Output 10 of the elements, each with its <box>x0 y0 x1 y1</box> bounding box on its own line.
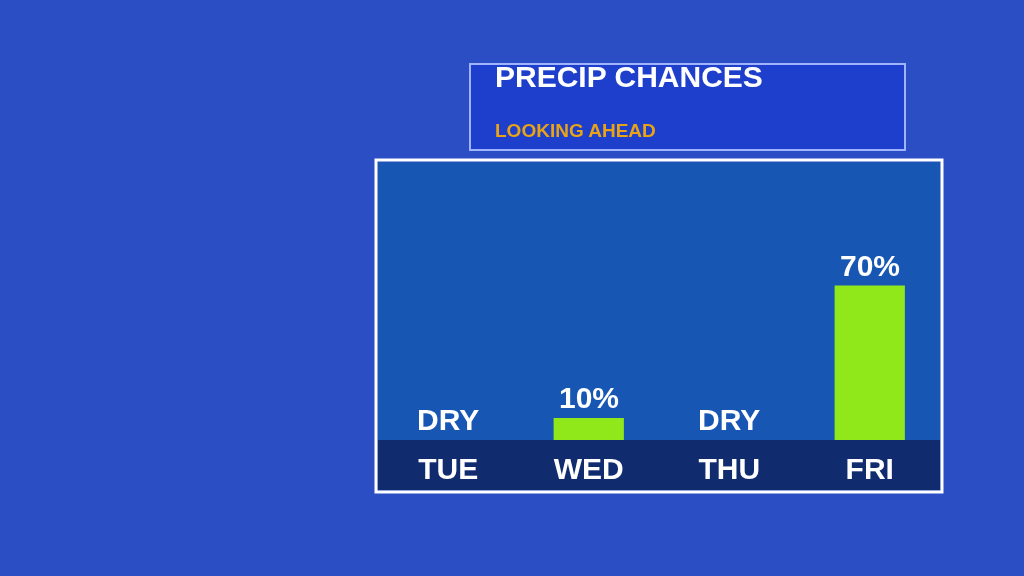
data-label: DRY <box>698 403 761 436</box>
chart-subtitle: LOOKING AHEAD <box>495 119 656 141</box>
x-tick-label: FRI <box>845 452 894 485</box>
x-tick-label: TUE <box>418 452 479 485</box>
x-tick-label: WED <box>553 452 624 485</box>
x-tick-label: THU <box>698 452 761 485</box>
data-label: 70% <box>840 249 901 282</box>
data-label: 10% <box>559 381 620 414</box>
chart-title: PRECIP CHANCES <box>495 60 763 93</box>
data-label: DRY <box>417 403 480 436</box>
